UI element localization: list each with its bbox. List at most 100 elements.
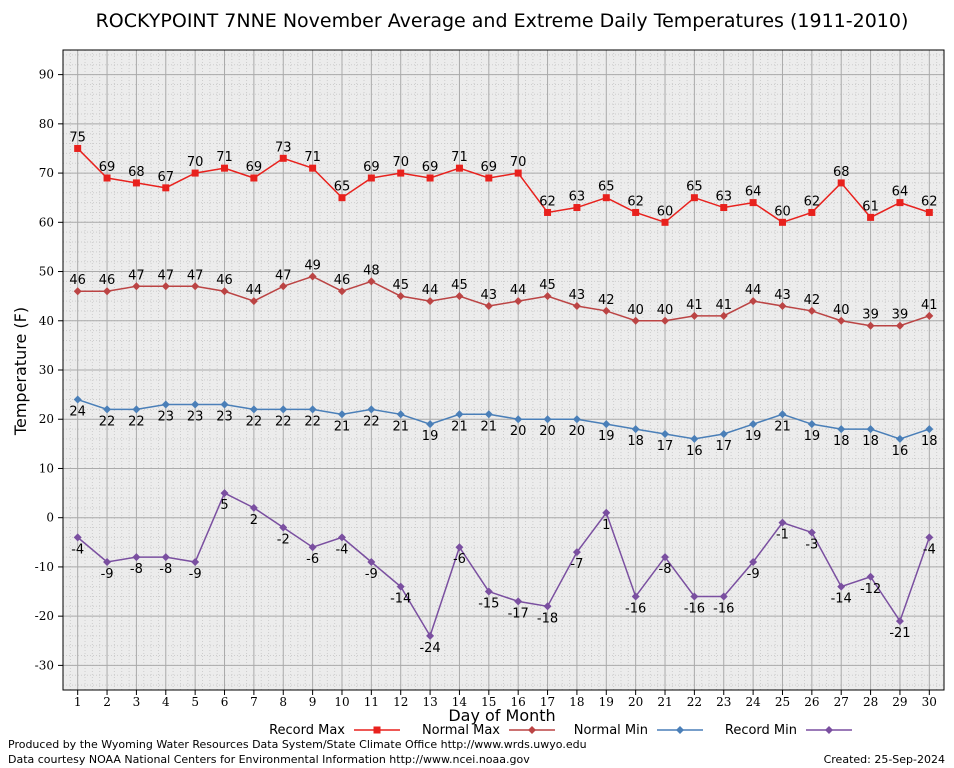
data-point (895, 617, 904, 626)
data-point (191, 558, 200, 566)
data-point (221, 164, 229, 172)
data-point (279, 405, 288, 414)
data-label: 21 (392, 419, 409, 434)
data-label: 69 (246, 160, 263, 175)
legend-entry: Record Min (725, 723, 852, 738)
data-label: 44 (745, 283, 762, 298)
data-label: -16 (625, 601, 646, 616)
data-label: 63 (715, 190, 732, 205)
data-label: 20 (569, 424, 586, 439)
data-label: 71 (304, 150, 321, 165)
data-point (602, 508, 611, 517)
y-tick-label: 0 (46, 511, 54, 525)
data-point (573, 204, 581, 212)
data-point (220, 287, 229, 296)
data-label: -12 (860, 582, 881, 597)
data-point (837, 425, 846, 434)
y-tick-label: 30 (39, 363, 54, 377)
data-point (279, 523, 288, 532)
x-tick-label: 5 (191, 695, 199, 709)
data-label: 46 (69, 273, 86, 288)
data-label: 47 (128, 268, 145, 283)
x-tick-label: 17 (540, 695, 555, 709)
data-label: 67 (158, 170, 175, 185)
data-label: 19 (422, 429, 439, 444)
data-point (808, 208, 816, 216)
data-point (661, 218, 669, 226)
data-label: 70 (510, 155, 527, 170)
data-point (572, 548, 581, 557)
data-point (543, 415, 552, 424)
data-point (778, 218, 786, 226)
data-label: 18 (862, 434, 879, 449)
data-label: 49 (304, 258, 321, 273)
data-point (749, 297, 758, 306)
data-label: 43 (569, 288, 586, 303)
data-label: 62 (804, 194, 821, 209)
data-point (337, 533, 346, 542)
data-label: 23 (216, 409, 233, 424)
data-label: -9 (365, 567, 378, 582)
data-point (925, 425, 934, 434)
data-label: 21 (334, 419, 351, 434)
data-point (866, 425, 875, 434)
data-point (455, 164, 463, 172)
data-label: 60 (774, 204, 791, 219)
data-point (338, 194, 346, 202)
data-label: 23 (158, 409, 175, 424)
data-label: 24 (69, 405, 86, 420)
data-label: 70 (392, 155, 409, 170)
y-tick-label: 20 (39, 412, 54, 426)
data-point (895, 321, 904, 330)
x-tick-label: 3 (133, 695, 141, 709)
data-point (103, 558, 112, 566)
data-label: 21 (451, 419, 468, 434)
data-point (455, 543, 464, 552)
data-label: -15 (478, 597, 499, 612)
y-tick-label: 10 (39, 461, 54, 475)
data-label: 69 (363, 160, 380, 175)
data-label: 47 (187, 268, 204, 283)
data-label: 18 (627, 434, 644, 449)
data-label: 45 (539, 278, 556, 293)
footer-created: Created: 25-Sep-2024 (824, 753, 945, 766)
legend-marker (825, 726, 833, 734)
data-label: 45 (392, 278, 409, 293)
data-label: 47 (158, 268, 175, 283)
data-label: 46 (334, 273, 351, 288)
legend-entry: Normal Max (422, 723, 555, 738)
data-label: 44 (422, 283, 439, 298)
data-label: -18 (537, 611, 558, 626)
data-point (249, 503, 258, 512)
data-point (396, 292, 405, 301)
data-label: 1 (602, 518, 610, 533)
data-label: -6 (306, 552, 319, 567)
data-label: 64 (892, 185, 909, 200)
data-point (337, 287, 346, 296)
data-point (807, 528, 816, 537)
series-record-min: -4 -9 -8 -8 -9 5 2 -2 -6 -4 -9 -14 -24 -6 -15 -17 -18 -7 1… (71, 489, 936, 656)
data-label: 71 (451, 150, 468, 165)
data-label: 64 (745, 185, 762, 200)
data-point (132, 282, 141, 291)
series-normal-min: 24 22 22 23 23 23 22 22 22 21 22 21 19 21 21 20 20 20 19 18… (69, 395, 938, 459)
data-label: 21 (774, 419, 791, 434)
data-point (455, 292, 464, 301)
data-label: -4 (71, 542, 84, 557)
data-point (631, 316, 640, 325)
data-label: -3 (805, 537, 818, 552)
x-tick-label: 22 (687, 695, 702, 709)
legend-label: Normal Max (422, 723, 500, 738)
data-label: 22 (363, 414, 380, 429)
data-point (103, 405, 112, 414)
y-tick-label: 40 (39, 314, 54, 328)
grid (62, 50, 945, 690)
data-point (514, 169, 522, 177)
data-point (220, 489, 229, 498)
y-tick-label: 80 (39, 117, 54, 131)
data-label: 41 (686, 298, 703, 313)
data-point (690, 194, 698, 202)
x-tick-label: 27 (834, 695, 849, 709)
legend-marker (676, 726, 684, 734)
